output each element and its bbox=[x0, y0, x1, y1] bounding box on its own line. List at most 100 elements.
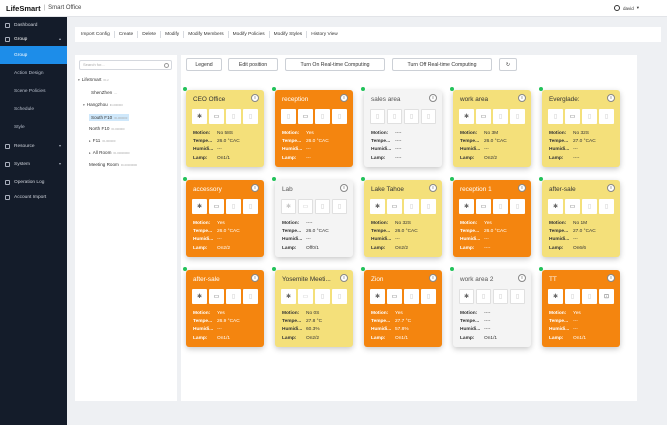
device-icon[interactable]: ▯ bbox=[404, 109, 419, 124]
device-icon[interactable]: ▯ bbox=[332, 289, 347, 304]
air-conditioner-icon[interactable]: ▭ bbox=[209, 109, 224, 124]
air-conditioner-icon[interactable]: ▭ bbox=[298, 289, 313, 304]
sidebar-item-resource[interactable]: Resource ▾ bbox=[0, 139, 67, 153]
air-conditioner-icon[interactable]: ▭ bbox=[565, 109, 580, 124]
air-conditioner-icon[interactable]: ▭ bbox=[298, 199, 313, 214]
room-card[interactable]: sales area ≡ ▯ ▯ ▯ ▯ Motion: ---- Tempe... ---- Hu… bbox=[361, 87, 442, 167]
device-icon[interactable]: ▯ bbox=[370, 109, 385, 124]
card-menu-icon[interactable]: ≡ bbox=[429, 274, 437, 282]
sidebar-item-scene-policies-sub[interactable]: Scene Policies bbox=[0, 82, 67, 100]
tree-node[interactable]: ▸ All Room ID-00000000 bbox=[89, 150, 130, 155]
tree-node[interactable]: North F10 ID-000000 bbox=[89, 126, 125, 131]
card-menu-icon[interactable]: ≡ bbox=[518, 184, 526, 192]
room-card[interactable]: Lake Tahoe ≡ ✱ ▭ ▯ ▯ Motion: No 32S Tempe... 26.0… bbox=[361, 177, 442, 257]
lamp-icon[interactable]: ✱ bbox=[548, 289, 563, 304]
device-icon[interactable]: ▯ bbox=[582, 199, 597, 214]
device-icon[interactable]: ▯ bbox=[582, 289, 597, 304]
air-conditioner-icon[interactable]: ▭ bbox=[209, 289, 224, 304]
device-icon[interactable]: ▯ bbox=[493, 109, 508, 124]
turn-on-realtime-button[interactable]: Turn On Real-time Computing bbox=[285, 58, 385, 71]
tree-toggle-icon[interactable]: ▸ bbox=[89, 150, 91, 155]
toolbar-modify-button[interactable]: Modify bbox=[161, 31, 185, 38]
lamp-icon[interactable]: ✱ bbox=[459, 109, 474, 124]
device-icon[interactable]: ▯ bbox=[421, 109, 436, 124]
card-menu-icon[interactable]: ≡ bbox=[429, 94, 437, 102]
toolbar-delete-button[interactable]: Delete bbox=[138, 31, 162, 38]
device-icon[interactable]: ▯ bbox=[387, 109, 402, 124]
card-menu-icon[interactable]: ≡ bbox=[518, 274, 526, 282]
legend-button[interactable]: Legend bbox=[186, 58, 222, 71]
lamp-icon[interactable]: ✱ bbox=[370, 289, 385, 304]
device-icon[interactable]: ▯ bbox=[548, 109, 563, 124]
device-icon[interactable]: ▯ bbox=[315, 109, 330, 124]
device-icon[interactable]: ▯ bbox=[493, 199, 508, 214]
tree-node[interactable]: South F10 ID-000000 bbox=[89, 114, 130, 121]
air-conditioner-icon[interactable]: ▭ bbox=[565, 199, 580, 214]
tree-node[interactable]: ▾ Hangzhou ID-000000 bbox=[83, 102, 123, 107]
sidebar-item-group-sub[interactable]: Group bbox=[0, 46, 67, 64]
device-icon[interactable]: ▯ bbox=[315, 289, 330, 304]
refresh-button[interactable]: ↻ bbox=[499, 58, 517, 71]
device-icon[interactable]: ▯ bbox=[599, 199, 614, 214]
air-conditioner-icon[interactable]: ▭ bbox=[387, 199, 402, 214]
edit-position-button[interactable]: Edit position bbox=[228, 58, 278, 71]
room-card[interactable]: accessory ≡ ✱ ▭ ▯ ▯ Motion: Yes Tempe... 26.0 °CA… bbox=[183, 177, 264, 257]
device-icon[interactable]: ▯ bbox=[565, 289, 580, 304]
room-card[interactable]: Yosemite Meeti... ≡ ✱ ▭ ▯ ▯ Motion: No 0S Tempe.… bbox=[272, 267, 353, 347]
toolbar-create-button[interactable]: Create bbox=[115, 31, 139, 38]
room-card[interactable]: TT ≡ ✱ ▯ ▯ ⊡ Motion: Yes Tempe... --- Humidi... ---… bbox=[539, 267, 620, 347]
sidebar-item-operation-log[interactable]: Operation Log bbox=[0, 175, 67, 189]
sidebar-item-dashboard[interactable]: Dashboard bbox=[0, 18, 67, 32]
sidebar-item-system[interactable]: System ▾ bbox=[0, 157, 67, 171]
toolbar-modify-members-button[interactable]: Modify Members bbox=[184, 31, 229, 38]
card-menu-icon[interactable]: ≡ bbox=[607, 274, 615, 282]
device-icon[interactable]: ▯ bbox=[315, 199, 330, 214]
sidebar-item-schedule-sub[interactable]: Schedule bbox=[0, 100, 67, 118]
card-menu-icon[interactable]: ≡ bbox=[340, 184, 348, 192]
device-icon[interactable]: ▯ bbox=[226, 199, 241, 214]
card-menu-icon[interactable]: ≡ bbox=[607, 94, 615, 102]
tree-node[interactable]: ▾ LifeSmart ID-2 bbox=[78, 77, 109, 82]
air-conditioner-icon[interactable]: ▭ bbox=[209, 199, 224, 214]
tree-toggle-icon[interactable]: ▾ bbox=[83, 102, 85, 107]
card-menu-icon[interactable]: ≡ bbox=[340, 274, 348, 282]
room-card[interactable]: Zion ≡ ✱ ▭ ▯ ▯ Motion: Yes Tempe... 27.7 °C Humidi… bbox=[361, 267, 442, 347]
device-icon[interactable]: ▯ bbox=[510, 289, 525, 304]
device-icon[interactable]: ▯ bbox=[476, 289, 491, 304]
device-icon[interactable]: ▯ bbox=[404, 289, 419, 304]
toolbar-import-config-button[interactable]: Import Config bbox=[77, 31, 115, 38]
lamp-icon[interactable]: ✱ bbox=[192, 199, 207, 214]
card-menu-icon[interactable]: ≡ bbox=[251, 274, 259, 282]
device-icon[interactable]: ▯ bbox=[599, 109, 614, 124]
device-icon[interactable]: ▯ bbox=[332, 109, 347, 124]
tree-node[interactable]: Meeting Room ID-00000000 bbox=[89, 162, 137, 167]
user-menu[interactable]: david ▾ bbox=[613, 5, 639, 11]
device-icon[interactable]: ▯ bbox=[510, 109, 525, 124]
air-conditioner-icon[interactable]: ▭ bbox=[387, 289, 402, 304]
socket-icon[interactable]: ⊡ bbox=[599, 289, 614, 304]
toolbar-history-view-button[interactable]: History View bbox=[311, 32, 338, 37]
room-card[interactable]: reception ≡ ▯ ▭ ▯ ▯ Motion: Yes Tempe... 26.0 °CA… bbox=[272, 87, 353, 167]
device-icon[interactable]: ▯ bbox=[243, 289, 258, 304]
device-icon[interactable]: ▯ bbox=[493, 289, 508, 304]
tree-toggle-icon[interactable]: ▸ bbox=[89, 138, 91, 143]
device-icon[interactable]: ▯ bbox=[332, 199, 347, 214]
tree-node[interactable]: ShenZhen — bbox=[91, 90, 117, 95]
lamp-icon[interactable]: ✱ bbox=[459, 289, 474, 304]
room-card[interactable]: work area 2 ≡ ✱ ▯ ▯ ▯ Motion: ---- Tempe... ---- H… bbox=[450, 267, 531, 347]
room-card[interactable]: Everglade: ≡ ▯ ▭ ▯ ▯ Motion: No 32S Tempe... 27.0… bbox=[539, 87, 620, 167]
card-menu-icon[interactable]: ≡ bbox=[251, 184, 259, 192]
device-icon[interactable]: ▯ bbox=[281, 109, 296, 124]
lamp-icon[interactable]: ✱ bbox=[370, 199, 385, 214]
air-conditioner-icon[interactable]: ▭ bbox=[298, 109, 313, 124]
device-icon[interactable]: ▯ bbox=[510, 199, 525, 214]
tree-toggle-icon[interactable]: ▾ bbox=[78, 77, 80, 82]
tree-node[interactable]: ▸ F11 ID-000000 bbox=[89, 138, 115, 143]
card-menu-icon[interactable]: ≡ bbox=[518, 94, 526, 102]
card-menu-icon[interactable]: ≡ bbox=[251, 94, 259, 102]
toolbar-modify-policies-button[interactable]: Modify Policies bbox=[229, 31, 270, 38]
sidebar-item-style-sub[interactable]: Style bbox=[0, 118, 67, 136]
sidebar-item-account-import[interactable]: Account Import bbox=[0, 190, 67, 204]
room-card[interactable]: Lab ≡ ✱ ▭ ▯ ▯ Motion: ---- Tempe... 26.0 °CAC Humi… bbox=[272, 177, 353, 257]
lamp-icon[interactable]: ✱ bbox=[192, 289, 207, 304]
